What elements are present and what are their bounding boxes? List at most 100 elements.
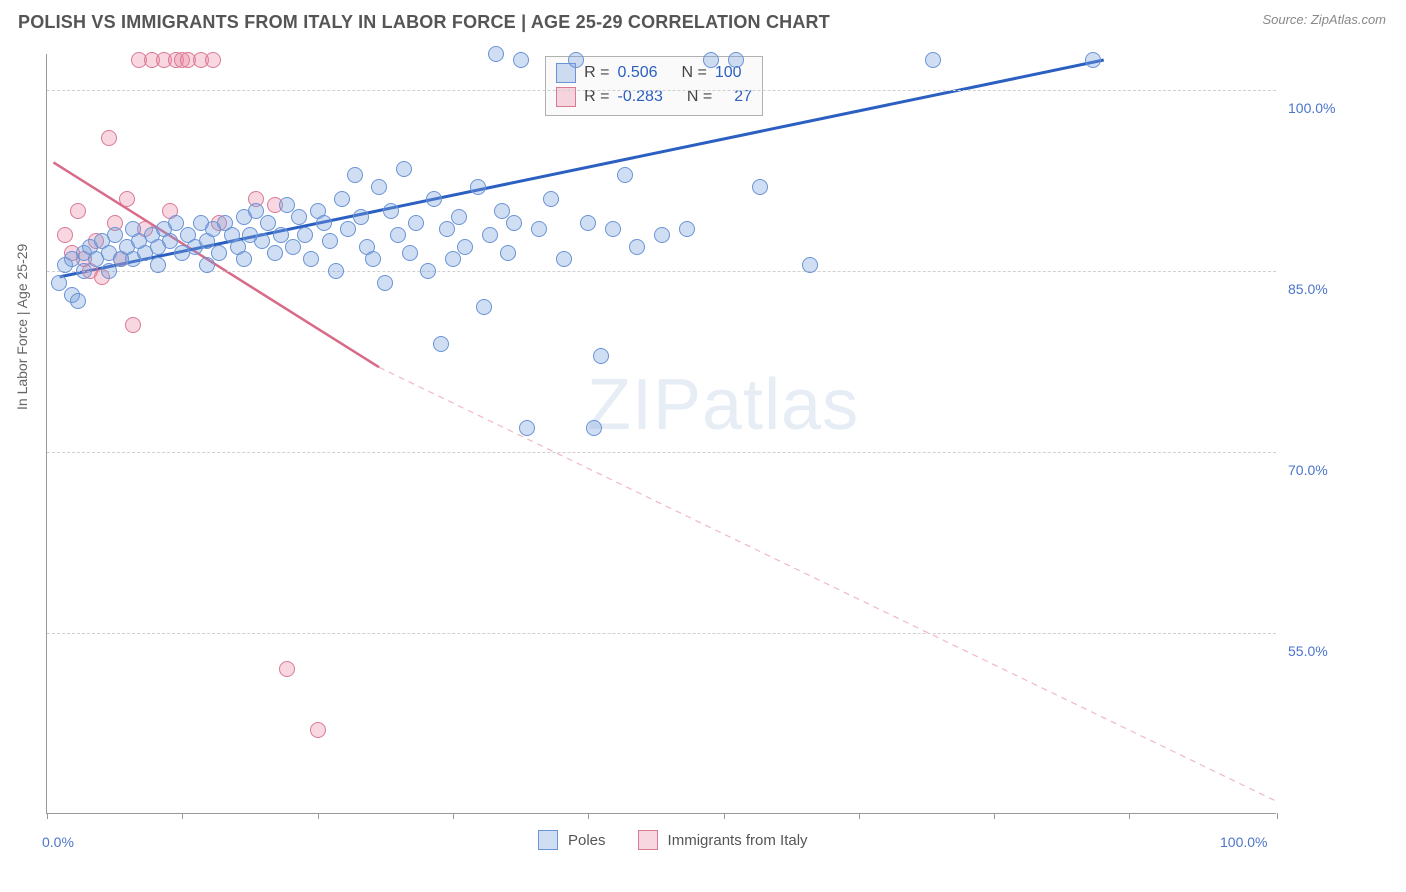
data-point-poles <box>476 299 492 315</box>
n-label: N = <box>682 61 707 85</box>
y-tick-label: 100.0% <box>1288 100 1384 116</box>
x-tick <box>724 813 725 819</box>
gridline <box>47 271 1276 272</box>
data-point-poles <box>593 348 609 364</box>
data-point-italy <box>101 130 117 146</box>
data-point-poles <box>371 179 387 195</box>
x-tick <box>47 813 48 819</box>
data-point-poles <box>150 257 166 273</box>
x-tick <box>1129 813 1130 819</box>
data-point-poles <box>402 245 418 261</box>
r-value-poles: 0.506 <box>617 61 657 85</box>
data-point-poles <box>390 227 406 243</box>
data-point-poles <box>679 221 695 237</box>
data-point-italy <box>279 661 295 677</box>
data-point-poles <box>654 227 670 243</box>
data-point-poles <box>303 251 319 267</box>
data-point-poles <box>617 167 633 183</box>
data-point-italy <box>310 722 326 738</box>
y-axis-label: In Labor Force | Age 25-29 <box>14 244 30 410</box>
x-tick <box>994 813 995 819</box>
data-point-poles <box>457 239 473 255</box>
data-point-italy <box>205 52 221 68</box>
data-point-italy <box>119 191 135 207</box>
gridline <box>47 452 1276 453</box>
y-tick-label: 70.0% <box>1288 462 1384 478</box>
data-point-poles <box>513 52 529 68</box>
data-point-italy <box>125 317 141 333</box>
regression-legend-row-poles: R = 0.506 N = 100 <box>556 61 752 85</box>
data-point-poles <box>101 263 117 279</box>
x-tick-label: 0.0% <box>42 834 74 850</box>
data-point-poles <box>297 227 313 243</box>
source-label: Source: ZipAtlas.com <box>1262 12 1386 27</box>
data-point-poles <box>211 245 227 261</box>
chart-plot-area: ZIPatlas R = 0.506 N = 100 R = -0.283 N … <box>46 54 1276 814</box>
data-point-poles <box>199 257 215 273</box>
data-point-poles <box>925 52 941 68</box>
data-point-poles <box>568 52 584 68</box>
data-point-poles <box>543 191 559 207</box>
r-label: R = <box>584 85 609 109</box>
x-tick <box>1277 813 1278 819</box>
data-point-poles <box>802 257 818 273</box>
data-point-poles <box>322 233 338 249</box>
data-point-poles <box>1085 52 1101 68</box>
data-point-poles <box>365 251 381 267</box>
data-point-poles <box>629 239 645 255</box>
data-point-poles <box>396 161 412 177</box>
data-point-poles <box>316 215 332 231</box>
data-point-poles <box>482 227 498 243</box>
x-tick <box>588 813 589 819</box>
data-point-poles <box>340 221 356 237</box>
data-point-poles <box>605 221 621 237</box>
data-point-poles <box>586 420 602 436</box>
data-point-poles <box>433 336 449 352</box>
data-point-poles <box>703 52 719 68</box>
data-point-poles <box>377 275 393 291</box>
data-point-italy <box>57 227 73 243</box>
data-point-poles <box>556 251 572 267</box>
r-label: R = <box>584 61 609 85</box>
y-tick-label: 55.0% <box>1288 643 1384 659</box>
data-point-poles <box>383 203 399 219</box>
n-label: N = <box>687 85 712 109</box>
data-point-poles <box>580 215 596 231</box>
data-point-poles <box>500 245 516 261</box>
x-tick <box>318 813 319 819</box>
data-point-poles <box>451 209 467 225</box>
data-point-poles <box>506 215 522 231</box>
data-point-poles <box>236 251 252 267</box>
data-point-poles <box>426 191 442 207</box>
regression-lines-svg <box>47 54 1276 813</box>
data-point-poles <box>439 221 455 237</box>
chart-title: POLISH VS IMMIGRANTS FROM ITALY IN LABOR… <box>18 12 830 33</box>
data-point-poles <box>470 179 486 195</box>
x-tick <box>453 813 454 819</box>
gridline <box>47 633 1276 634</box>
data-point-poles <box>347 167 363 183</box>
x-tick-label: 100.0% <box>1220 834 1267 850</box>
x-tick <box>859 813 860 819</box>
legend-label-italy: Immigrants from Italy <box>668 832 808 849</box>
data-point-poles <box>420 263 436 279</box>
data-point-poles <box>76 263 92 279</box>
data-point-poles <box>353 209 369 225</box>
data-point-poles <box>70 293 86 309</box>
data-point-poles <box>334 191 350 207</box>
data-point-poles <box>328 263 344 279</box>
data-point-poles <box>531 221 547 237</box>
series-legend: Poles Immigrants from Italy <box>538 830 808 850</box>
data-point-italy <box>70 203 86 219</box>
data-point-poles <box>408 215 424 231</box>
data-point-poles <box>445 251 461 267</box>
data-point-poles <box>752 179 768 195</box>
n-value-italy: 27 <box>734 85 752 109</box>
gridline <box>47 90 1276 91</box>
legend-swatch-poles-icon <box>538 830 558 850</box>
data-point-poles <box>267 245 283 261</box>
data-point-poles <box>285 239 301 255</box>
legend-swatch-italy-icon <box>638 830 658 850</box>
x-tick <box>182 813 183 819</box>
y-tick-label: 85.0% <box>1288 281 1384 297</box>
